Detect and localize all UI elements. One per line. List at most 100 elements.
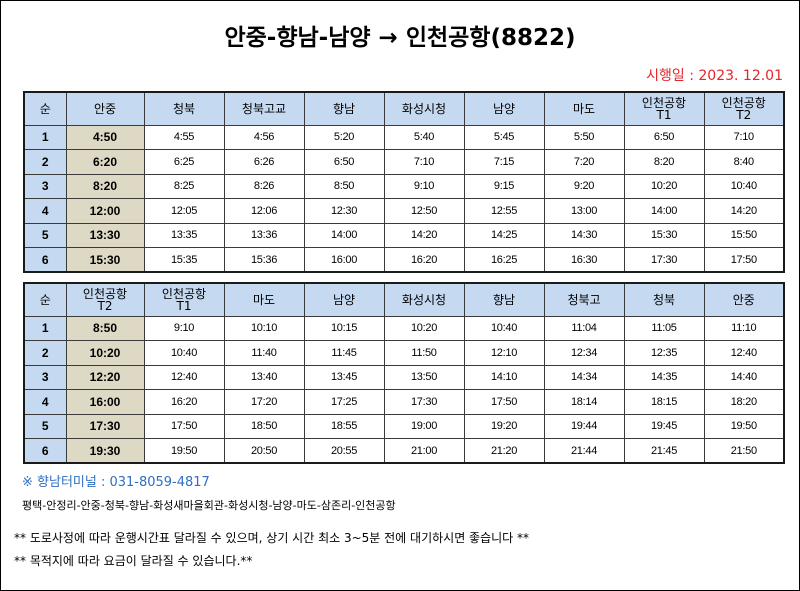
departure-time: 4:50 bbox=[65, 124, 145, 150]
header-trip-number: 순 bbox=[23, 282, 67, 317]
stop-time: 13:45 bbox=[303, 364, 385, 390]
stop-time: 8:50 bbox=[303, 173, 385, 199]
stop-time: 17:30 bbox=[383, 389, 465, 415]
stop-time: 17:25 bbox=[303, 389, 385, 415]
stop-time: 9:10 bbox=[143, 315, 225, 341]
header-label: 마도 bbox=[572, 101, 596, 116]
stop-time: 12:10 bbox=[463, 340, 545, 366]
header-stop-hwaseong-city-hall: 화성시청 bbox=[383, 282, 465, 317]
header-stop-anjung: 안중 bbox=[703, 282, 785, 317]
stop-time: 19:20 bbox=[463, 413, 545, 439]
stop-time: 6:25 bbox=[143, 149, 225, 175]
header-label: 청북고교 bbox=[241, 101, 287, 116]
trip-row: 5 13:30 13:35 13:36 14:00 14:20 14:25 14:30 15:3… bbox=[23, 222, 785, 248]
trip-row: 3 8:20 8:25 8:26 8:50 9:10 9:15 9:20 10:20 10:40 bbox=[23, 173, 785, 199]
trip-row: 1 8:50 9:10 10:10 10:15 10:20 10:40 11:04 11:05 1… bbox=[23, 315, 785, 341]
stop-time: 11:40 bbox=[223, 340, 305, 366]
stop-time: 19:00 bbox=[383, 413, 465, 439]
stop-time: 5:45 bbox=[463, 124, 545, 150]
stop-time: 18:20 bbox=[703, 389, 785, 415]
header-stop-incheon-airport-t2: 인천공항 T2 bbox=[65, 282, 145, 317]
stop-time: 17:30 bbox=[623, 247, 705, 273]
departure-time: 17:30 bbox=[65, 413, 145, 439]
trip-row: 4 12:00 12:05 12:06 12:30 12:50 12:55 13:00 14:0… bbox=[23, 198, 785, 224]
stop-time: 12:40 bbox=[143, 364, 225, 390]
header-label: 인천공항 bbox=[721, 95, 766, 110]
header-terminal: T2 bbox=[736, 107, 752, 122]
departure-time: 12:00 bbox=[65, 198, 145, 224]
stop-time: 14:40 bbox=[703, 364, 785, 390]
trip-row: 2 6:20 6:25 6:26 6:50 7:10 7:15 7:20 8:20 8:40 bbox=[23, 149, 785, 175]
departure-time: 10:20 bbox=[65, 340, 145, 366]
stop-time: 14:20 bbox=[383, 222, 465, 248]
stop-time: 10:40 bbox=[143, 340, 225, 366]
stop-time: 12:50 bbox=[383, 198, 465, 224]
stop-time: 8:40 bbox=[703, 149, 785, 175]
stop-time: 21:45 bbox=[623, 438, 705, 464]
stop-time: 13:35 bbox=[143, 222, 225, 248]
departure-time: 13:30 bbox=[65, 222, 145, 248]
header-label: 향남 bbox=[332, 101, 356, 116]
stop-time: 15:50 bbox=[703, 222, 785, 248]
stop-time: 7:10 bbox=[703, 124, 785, 150]
trip-number: 1 bbox=[23, 315, 67, 341]
stop-time: 18:14 bbox=[543, 389, 625, 415]
header-label: 남양 bbox=[492, 101, 516, 116]
header-stop-cheongbuk-high-school: 청북고 bbox=[543, 282, 625, 317]
header-label: 순 bbox=[39, 101, 51, 116]
stop-time: 14:34 bbox=[543, 364, 625, 390]
stop-time: 9:10 bbox=[383, 173, 465, 199]
trip-number: 1 bbox=[23, 124, 67, 150]
trip-number: 5 bbox=[23, 222, 67, 248]
stop-time: 6:50 bbox=[623, 124, 705, 150]
stop-time: 6:26 bbox=[223, 149, 305, 175]
stop-time: 21:44 bbox=[543, 438, 625, 464]
stop-time: 13:50 bbox=[383, 364, 465, 390]
trip-number: 3 bbox=[23, 173, 67, 199]
header-terminal: T1 bbox=[656, 107, 672, 122]
stop-time: 7:10 bbox=[383, 149, 465, 175]
stop-time: 5:20 bbox=[303, 124, 385, 150]
trip-number: 2 bbox=[23, 149, 67, 175]
stop-time: 10:40 bbox=[463, 315, 545, 341]
stop-time: 15:30 bbox=[623, 222, 705, 248]
route-stops: 평택-안정리-안중-청북-향남-화성새마을회관-화성시청-남양-마도-삼존리-인… bbox=[22, 499, 396, 512]
departure-time: 16:00 bbox=[65, 389, 145, 415]
stop-time: 4:56 bbox=[223, 124, 305, 150]
header-row: 순 인천공항 T2 인천공항 T1 마도 남양 화성시청 향남 청북고 청북 안중 bbox=[23, 282, 785, 317]
stop-time: 16:25 bbox=[463, 247, 545, 273]
stop-time: 10:15 bbox=[303, 315, 385, 341]
header-label: 인천공항 bbox=[82, 286, 128, 301]
stop-time: 10:20 bbox=[383, 315, 465, 341]
departure-time: 19:30 bbox=[65, 438, 145, 464]
header-label: 남양 bbox=[332, 292, 356, 307]
stop-time: 14:25 bbox=[463, 222, 545, 248]
stop-time: 9:15 bbox=[463, 173, 545, 199]
header-label: 화성시청 bbox=[401, 292, 447, 307]
stop-time: 5:50 bbox=[543, 124, 625, 150]
stop-time: 16:20 bbox=[143, 389, 225, 415]
header-stop-namyang: 남양 bbox=[463, 91, 545, 126]
stop-time: 12:05 bbox=[143, 198, 225, 224]
stop-time: 18:15 bbox=[623, 389, 705, 415]
stop-time: 10:10 bbox=[223, 315, 305, 341]
header-label: 안중 bbox=[93, 101, 117, 116]
header-stop-mado: 마도 bbox=[543, 91, 625, 126]
trip-row: 4 16:00 16:20 17:20 17:25 17:30 17:50 18:14 18:1… bbox=[23, 389, 785, 415]
trip-row: 6 15:30 15:35 15:36 16:00 16:20 16:25 16:30 17:3… bbox=[23, 247, 785, 273]
stop-time: 11:05 bbox=[623, 315, 705, 341]
stop-time: 4:55 bbox=[143, 124, 225, 150]
stop-time: 18:55 bbox=[303, 413, 385, 439]
header-label: 순 bbox=[39, 292, 51, 307]
stop-time: 10:40 bbox=[703, 173, 785, 199]
stop-time: 20:55 bbox=[303, 438, 385, 464]
stop-time: 11:50 bbox=[383, 340, 465, 366]
trip-number: 4 bbox=[23, 389, 67, 415]
terminal-contact: ※ 향남터미널 : 031-8059-4817 bbox=[22, 475, 210, 490]
header-stop-hyangnam: 향남 bbox=[303, 91, 385, 126]
stop-time: 16:00 bbox=[303, 247, 385, 273]
trip-number: 5 bbox=[23, 413, 67, 439]
header-label: 청북 bbox=[172, 101, 196, 116]
departure-time: 8:50 bbox=[65, 315, 145, 341]
notice: ** 목적지에 따라 요금이 달라질 수 있습니다.** bbox=[14, 554, 253, 568]
